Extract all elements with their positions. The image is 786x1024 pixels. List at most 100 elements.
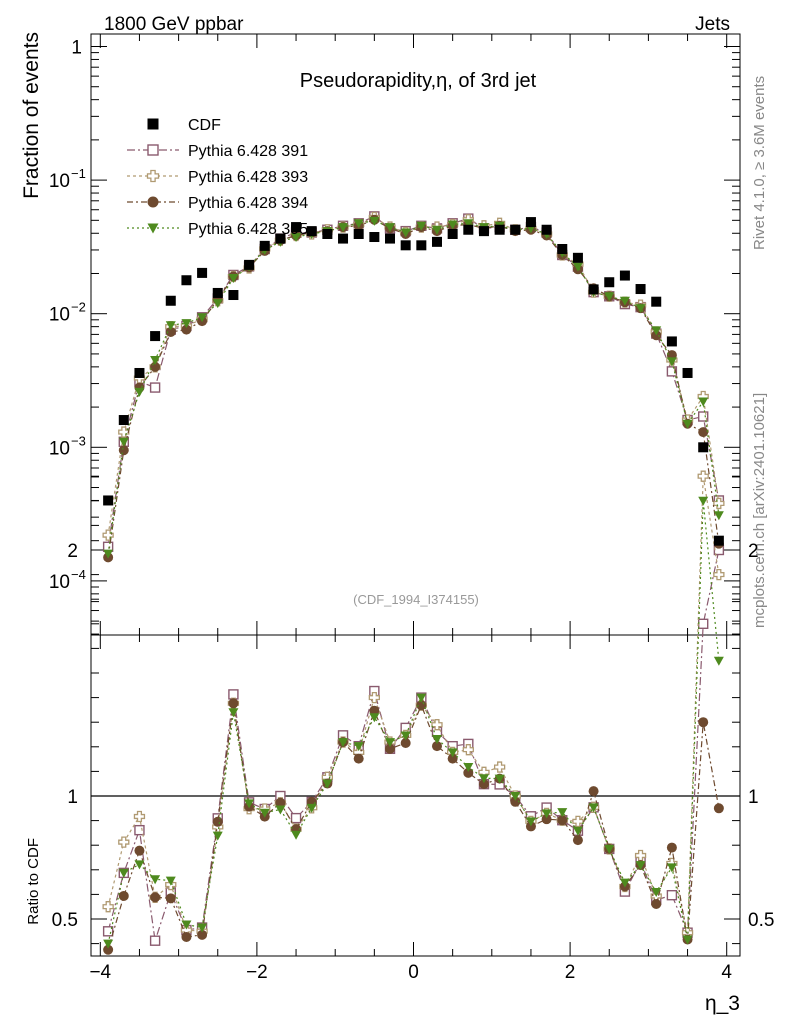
series-point <box>447 220 458 230</box>
header-left: 1800 GeV ppbar <box>104 14 244 35</box>
ratio-y-axis-title: Ratio to CDF <box>25 838 42 925</box>
series-point <box>118 437 129 447</box>
data-point <box>306 226 317 237</box>
data-point <box>259 240 270 251</box>
series-point <box>604 292 615 302</box>
ratio-point <box>150 875 161 885</box>
ratio-point <box>651 899 662 909</box>
legend-entry-cdf: CDF <box>147 117 221 134</box>
ratio-point <box>103 939 114 949</box>
y-tick-labels: 1 10 10 10 10 −1 −2 −3 −4 <box>49 38 86 593</box>
legend-label: Pythia 6.428 393 <box>188 169 308 186</box>
series-point <box>165 326 176 337</box>
ratio-point <box>197 929 208 940</box>
ratio-point <box>447 753 458 764</box>
data-point <box>322 228 333 239</box>
data-point <box>291 222 302 233</box>
ratio-point <box>619 878 630 888</box>
ratio-point <box>588 786 599 797</box>
data-point <box>463 224 474 235</box>
ratio-tick-label-right: 2 <box>748 541 759 562</box>
x-tick-label: 4 <box>721 962 732 983</box>
ratio-point <box>462 744 474 756</box>
ratio-point <box>181 920 192 930</box>
ratio-point <box>118 868 129 878</box>
data-point <box>635 284 646 295</box>
ratio-point <box>572 835 583 846</box>
ratio-point <box>322 779 333 789</box>
ratio-point <box>103 944 114 955</box>
ratio-point <box>369 713 380 723</box>
legend-label: CDF <box>188 117 221 134</box>
series-point <box>291 233 302 243</box>
ratio-point <box>369 705 380 716</box>
ratio-point <box>666 842 677 853</box>
series-pythia-6-428-394 <box>103 214 724 955</box>
ratio-tick-label: 1 <box>67 787 78 808</box>
data-point <box>510 224 521 235</box>
y-tick-label-1e-3: 10 <box>49 438 70 459</box>
series-point <box>400 228 411 238</box>
series-point <box>682 419 693 429</box>
ratio-point <box>400 738 411 749</box>
ratio-point <box>165 893 176 904</box>
data-point <box>431 236 442 247</box>
ratio-point <box>118 836 130 848</box>
ratio-point <box>525 817 536 827</box>
data-point <box>353 228 364 239</box>
legend-entry-395: Pythia 6.428 395 <box>127 221 308 238</box>
data-point <box>244 259 255 270</box>
ratio-point <box>385 743 396 754</box>
legend-marker <box>147 196 159 208</box>
ratio-point <box>353 753 364 764</box>
ratio-point <box>698 717 709 728</box>
ratio-point <box>133 810 146 823</box>
legend-entry-394: Pythia 6.428 394 <box>127 195 308 212</box>
ratio-point <box>713 568 725 581</box>
data-point <box>103 495 114 506</box>
series-point <box>619 296 630 306</box>
data-point <box>525 217 536 228</box>
ratio-point <box>275 797 286 808</box>
series-line <box>107 220 720 554</box>
series-point <box>635 304 646 314</box>
ratio-point <box>134 860 145 870</box>
series-line <box>107 215 720 547</box>
ratio-point <box>493 761 506 773</box>
ratio-point <box>228 689 239 700</box>
series-point <box>431 225 442 235</box>
ratio-point <box>102 926 114 937</box>
ratio-tick-label-right: 0.5 <box>748 910 774 931</box>
ratio-point <box>666 863 677 873</box>
ratio-point <box>572 815 584 828</box>
legend-label: Pythia 6.428 394 <box>188 195 308 212</box>
data-point <box>588 284 599 295</box>
ratio-point <box>494 774 505 784</box>
data-point <box>165 295 176 306</box>
ratio-point <box>557 808 568 818</box>
ratio-point <box>682 935 693 945</box>
series-line <box>107 216 720 536</box>
ratio-point <box>666 889 678 901</box>
ratio-point <box>165 876 176 886</box>
ratio-point <box>368 691 380 704</box>
series-point <box>698 397 709 407</box>
data-point <box>682 367 693 378</box>
data-point <box>713 535 724 546</box>
ratio-point <box>604 844 615 854</box>
series-point <box>338 223 349 233</box>
series-point <box>165 321 176 331</box>
y-axis-title: Fraction of events <box>20 32 43 199</box>
ratio-point <box>118 890 129 901</box>
series-point <box>651 326 662 336</box>
ratio-point <box>510 792 521 801</box>
data-point <box>478 226 489 237</box>
x-tick-label: −2 <box>246 962 268 983</box>
ratio-point <box>212 816 223 827</box>
data-point <box>400 240 411 251</box>
data-point <box>338 233 349 244</box>
data-point <box>494 224 505 235</box>
data-point <box>416 240 427 251</box>
series-point <box>698 427 709 438</box>
data-point <box>651 296 662 307</box>
